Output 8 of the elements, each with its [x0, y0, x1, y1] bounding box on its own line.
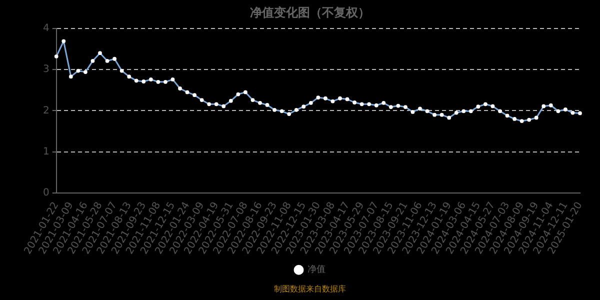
y-tick-label: 1 — [42, 146, 50, 158]
chart-title: 净值变化图（不复权） — [250, 5, 370, 20]
y-tick-label: 3 — [42, 64, 50, 76]
text: 制图数据来自数据库 — [274, 284, 346, 294]
y-tick-label: 0 — [42, 188, 50, 199]
y-tick-label: 4 — [42, 22, 50, 34]
legend-label: 净值 — [307, 264, 326, 276]
y-tick-label: 2 — [42, 105, 50, 116]
